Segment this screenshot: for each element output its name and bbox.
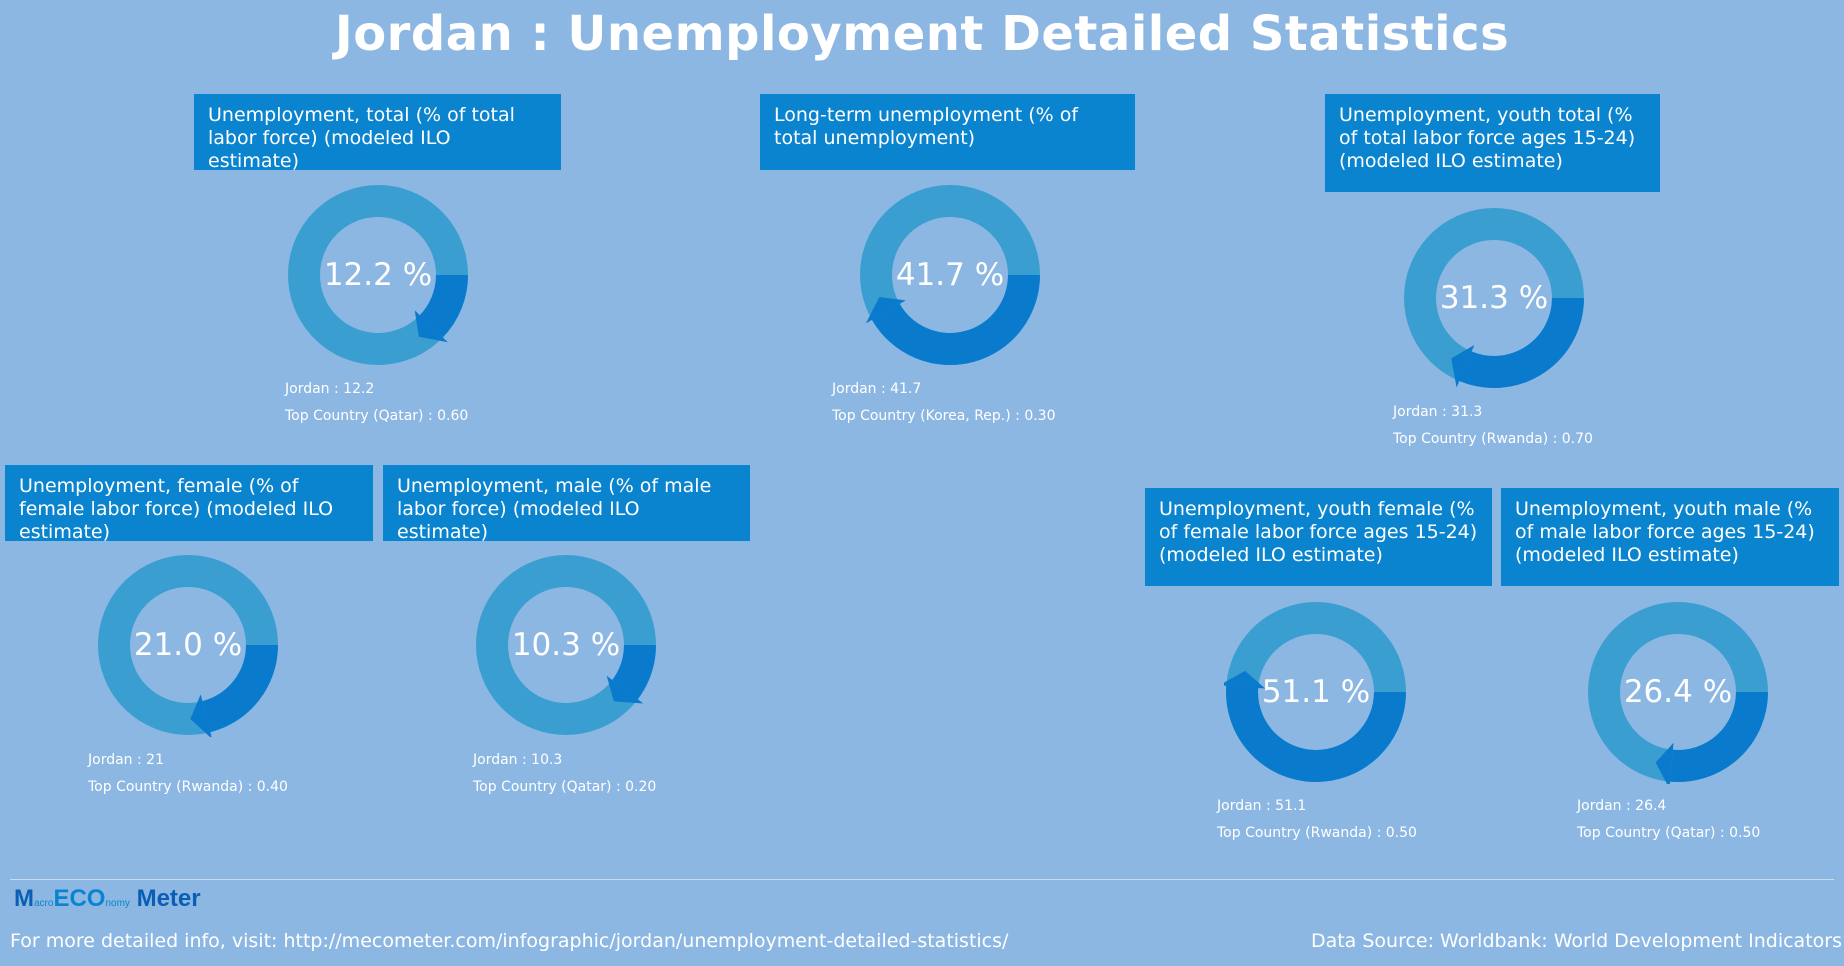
footer-info-link[interactable]: For more detailed info, visit: http://me… — [10, 930, 1009, 952]
logo-m: M — [14, 885, 34, 912]
donut-chart: 12.2 % — [286, 183, 470, 367]
donut-svg — [1219, 602, 1406, 782]
caption-jordan-value: Jordan : 12.2 — [285, 381, 375, 397]
logo-meter: Meter — [129, 885, 201, 912]
donut-arrowhead — [414, 310, 448, 343]
donut-chart: 41.7 % — [858, 183, 1042, 367]
donut-arrowhead — [865, 296, 906, 324]
donut-value-label: 26.4 % — [1623, 674, 1733, 710]
caption-jordan-value: Jordan : 10.3 — [473, 752, 563, 768]
donut-arrowhead — [1219, 670, 1266, 689]
donut-svg — [860, 185, 1040, 365]
donut-value-arc — [201, 644, 278, 733]
panel-header: Unemployment, total (% of total labor fo… — [194, 94, 561, 172]
footer-divider — [10, 879, 1834, 880]
caption-top-country: Top Country (Qatar) : 0.50 — [1577, 825, 1761, 841]
donut-arrowhead — [606, 675, 644, 704]
footer-data-source: Data Source: Worldbank: World Developmen… — [1310, 930, 1842, 952]
panel-header: Unemployment, male (% of male labor forc… — [383, 465, 750, 543]
donut-value-label: 12.2 % — [323, 257, 433, 293]
donut-value-label: 51.1 % — [1261, 674, 1371, 710]
donut-chart: 51.1 % — [1219, 600, 1408, 784]
donut-svg — [288, 185, 468, 365]
caption-jordan-value: Jordan : 21 — [88, 752, 164, 768]
panel-header: Unemployment, youth female (% of female … — [1145, 488, 1492, 586]
caption-top-country: Top Country (Korea, Rep.) : 0.30 — [832, 408, 1056, 424]
panel-header: Long-term unemployment (% of total unemp… — [760, 94, 1135, 170]
page-title: Jordan : Unemployment Detailed Statistic… — [334, 6, 1510, 62]
donut-chart: 26.4 % — [1586, 600, 1770, 789]
donut-value-label: 41.7 % — [895, 257, 1005, 293]
donut-value-arc — [1226, 685, 1406, 782]
caption-jordan-value: Jordan : 31.3 — [1393, 404, 1483, 420]
donut-value-arc — [1670, 691, 1768, 782]
donut-value-label: 10.3 % — [511, 627, 621, 663]
logo-eco: ECO — [53, 885, 106, 912]
donut-arrowhead — [190, 694, 213, 739]
panel-header: Unemployment, youth male (% of male labo… — [1501, 488, 1839, 586]
caption-jordan-value: Jordan : 51.1 — [1217, 798, 1307, 814]
panel-header: Unemployment, female (% of female labor … — [5, 465, 373, 543]
donut-svg — [1404, 208, 1584, 388]
donut-value-arc — [611, 644, 656, 700]
donut-arrowhead — [1451, 345, 1475, 388]
caption-top-country: Top Country (Qatar) : 0.20 — [473, 779, 657, 795]
caption-top-country: Top Country (Rwanda) : 0.40 — [88, 779, 288, 795]
panel-header: Unemployment, youth total (% of total la… — [1325, 94, 1660, 192]
donut-value-arc — [419, 274, 468, 338]
donut-chart: 21.0 % — [96, 553, 280, 739]
donut-value-arc — [871, 274, 1040, 365]
donut-svg — [98, 555, 278, 739]
donut-arrowhead — [1655, 742, 1674, 789]
logo-acro: acro — [34, 898, 54, 909]
caption-top-country: Top Country (Qatar) : 0.60 — [285, 408, 469, 424]
caption-jordan-value: Jordan : 41.7 — [832, 381, 922, 397]
mecometer-logo[interactable]: MacroECOnomy Meter — [14, 885, 201, 913]
donut-value-label: 31.3 % — [1439, 280, 1549, 316]
donut-chart: 31.3 % — [1402, 206, 1586, 390]
donut-svg — [476, 555, 656, 735]
caption-top-country: Top Country (Rwanda) : 0.50 — [1217, 825, 1417, 841]
logo-nomy: nomy — [105, 898, 130, 909]
caption-top-country: Top Country (Rwanda) : 0.70 — [1393, 431, 1593, 447]
donut-chart: 10.3 % — [474, 553, 658, 737]
donut-value-label: 21.0 % — [133, 627, 243, 663]
caption-jordan-value: Jordan : 26.4 — [1577, 798, 1667, 814]
donut-svg — [1588, 602, 1768, 789]
donut-value-arc — [1459, 297, 1584, 388]
